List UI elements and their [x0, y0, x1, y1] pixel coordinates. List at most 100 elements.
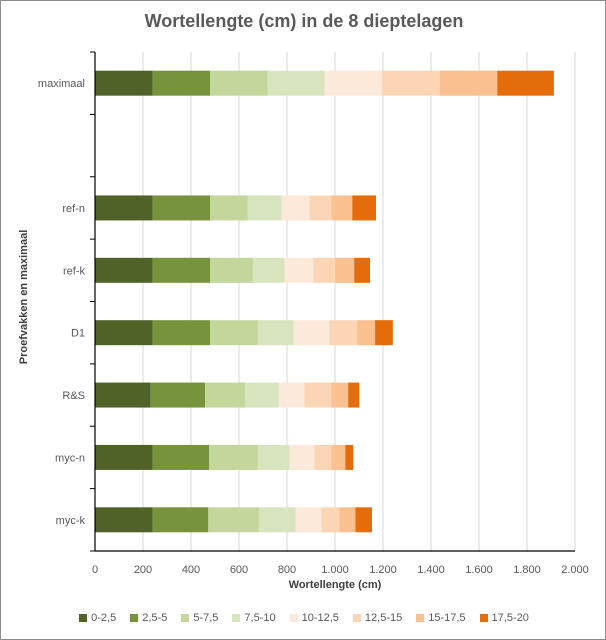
bar-segment-2,5-5	[152, 444, 210, 470]
bar-segment-15-17,5	[339, 507, 356, 533]
bar-segment-17,5-20	[345, 444, 354, 470]
x-tick-label: 600	[230, 564, 248, 576]
bar-segment-17,5-20	[375, 320, 393, 346]
bar-segment-0-2,5	[95, 257, 153, 283]
bar-segment-5-7,5	[205, 382, 245, 408]
y-tick-label: myc-n	[55, 452, 85, 464]
legend-label: 12,5-15	[364, 612, 403, 624]
x-tick-label: 400	[182, 564, 200, 576]
bar-segment-0-2,5	[95, 382, 151, 408]
bar-segment-10-12,5	[278, 382, 305, 408]
bar-segment-17,5-20	[497, 70, 554, 96]
legend-swatch	[479, 614, 488, 622]
x-tick-label: 800	[278, 564, 296, 576]
legend-swatch	[416, 614, 425, 622]
bar-segment-17,5-20	[348, 382, 360, 408]
x-tick-label: 200	[134, 564, 152, 576]
bar-segment-7,5-10	[245, 382, 279, 408]
bar-segment-10-12,5	[281, 195, 310, 221]
bar-segment-2,5-5	[152, 320, 211, 346]
legend-item: 7,5-10	[232, 612, 276, 624]
bar-segment-12,5-15	[382, 70, 440, 96]
bar-segment-0-2,5	[95, 507, 153, 533]
bar-segment-7,5-10	[247, 195, 282, 221]
bar-segment-12,5-15	[329, 320, 358, 346]
bar-segment-5-7,5	[210, 70, 268, 96]
bar-segment-15-17,5	[357, 320, 376, 346]
x-tick-label: 0	[92, 564, 98, 576]
legend-item: 12,5-15	[352, 612, 403, 624]
bar-segment-15-17,5	[331, 444, 346, 470]
bar-segment-2,5-5	[152, 70, 211, 96]
legend-item: 2,5-5	[130, 612, 167, 624]
x-tick-label: 2.000	[561, 564, 589, 576]
legend-swatch	[130, 614, 139, 622]
bar-segment-10-12,5	[324, 70, 383, 96]
legend-label: 0-2,5	[91, 612, 117, 624]
x-axis-label: Wortellengte (cm)	[288, 579, 382, 591]
bar-segment-5-7,5	[210, 257, 253, 283]
bar-segment-0-2,5	[95, 195, 153, 221]
y-tick-label: D1	[71, 328, 85, 340]
legend-swatch	[352, 614, 361, 622]
legend-swatch	[289, 614, 298, 622]
x-tick-label: 1.200	[369, 564, 397, 576]
legend-item: 10-12,5	[289, 612, 339, 624]
bar-segment-17,5-20	[354, 257, 371, 283]
plot-area: 0 200 400 600 800 1.000 1.200 1.400 1.600 1.800 2.…	[38, 51, 589, 576]
legend-label: 15-17,5	[428, 612, 466, 624]
bar-segment-12,5-15	[321, 507, 340, 533]
chart-title: Wortellengte (cm) in de 8 dieptelagen	[144, 11, 464, 31]
legend-label: 2,5-5	[142, 612, 168, 624]
bar-segment-12,5-15	[304, 382, 332, 408]
bar-segment-5-7,5	[208, 507, 259, 533]
bar-segment-2,5-5	[152, 257, 211, 283]
x-tick-label: 1.400	[417, 564, 445, 576]
x-tick-label: 1.600	[465, 564, 493, 576]
legend-label: 17,5-20	[491, 612, 529, 624]
bar-segment-15-17,5	[335, 257, 355, 283]
legend-swatch	[181, 614, 190, 622]
x-tick-label: 1.800	[513, 564, 541, 576]
bar-segment-0-2,5	[95, 320, 153, 346]
legend-swatch	[79, 614, 88, 622]
y-tick-label: myc-k	[56, 515, 86, 527]
bar-segment-12,5-15	[309, 195, 332, 221]
bar-segment-7,5-10	[257, 444, 290, 470]
legend-item: 17,5-20	[479, 612, 529, 624]
x-tick-label: 1.000	[321, 564, 349, 576]
y-tick-label: maximaal	[38, 78, 85, 90]
bar-segment-10-12,5	[284, 257, 314, 283]
bar-segment-5-7,5	[210, 195, 248, 221]
bar-segment-0-2,5	[95, 70, 153, 96]
y-tick-label: ref-k	[63, 265, 86, 277]
bar-segment-10-12,5	[289, 444, 315, 470]
bar-segment-2,5-5	[152, 195, 211, 221]
legend-item: 0-2,5	[79, 612, 116, 624]
bar-segment-17,5-20	[355, 507, 372, 533]
legend: 0-2,5 2,5-5 5-7,5 7,5-10 10-12,5 12,5-15 15-17…	[1, 612, 605, 624]
bar-segment-5-7,5	[210, 320, 258, 346]
bar-segment-5-7,5	[209, 444, 258, 470]
bar-segment-10-12,5	[295, 507, 322, 533]
bar-segment-15-17,5	[331, 195, 353, 221]
bar-segment-7,5-10	[252, 257, 285, 283]
bar-segment-15-17,5	[439, 70, 498, 96]
legend-label: 5-7,5	[193, 612, 219, 624]
bar-segment-7,5-10	[258, 507, 296, 533]
bar-segment-12,5-15	[313, 257, 336, 283]
bar-segment-12,5-15	[314, 444, 332, 470]
bar-segment-7,5-10	[257, 320, 294, 346]
bar-segment-10-12,5	[293, 320, 330, 346]
legend-label: 10-12,5	[301, 612, 339, 624]
bar-segment-17,5-20	[352, 195, 377, 221]
bar-segment-2,5-5	[152, 507, 209, 533]
bar-segment-15-17,5	[331, 382, 349, 408]
bar-segment-0-2,5	[95, 444, 153, 470]
legend-swatch	[232, 614, 241, 622]
legend-item: 5-7,5	[181, 612, 218, 624]
y-tick-label: ref-n	[62, 203, 85, 215]
legend-label: 7,5-10	[244, 612, 276, 624]
legend-item: 15-17,5	[416, 612, 466, 624]
